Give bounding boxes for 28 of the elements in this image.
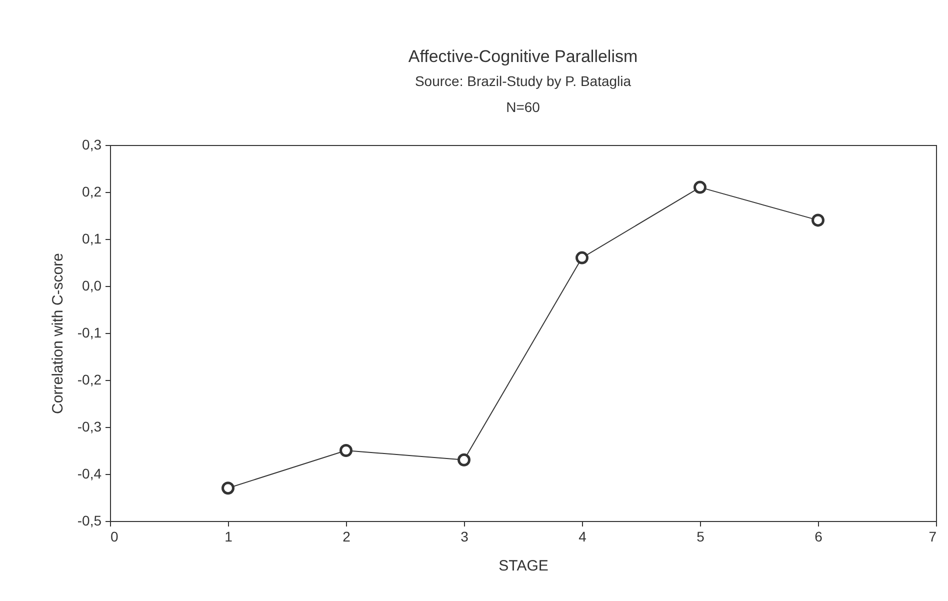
- point: [812, 214, 824, 227]
- point: [458, 453, 470, 466]
- point: [340, 444, 352, 457]
- y-tick-label: -0,4: [77, 466, 102, 482]
- x-tick-label: 7: [928, 528, 937, 544]
- y-tick-label: 0,1: [82, 230, 102, 246]
- y-tick-label: 0,3: [82, 136, 102, 152]
- point: [694, 180, 706, 194]
- y-tick-label: 0,0: [82, 278, 102, 294]
- chart-title: Affective-Cognitive Parallelism: [408, 47, 638, 66]
- x-tick-label: 5: [696, 528, 705, 544]
- x-tick-label: 4: [578, 528, 587, 544]
- y-tick-label: -0,2: [77, 372, 102, 388]
- x-axis-title: STAGE: [498, 558, 548, 574]
- point: [576, 251, 588, 264]
- x-tick-label: 2: [342, 528, 351, 544]
- y-axis-title: Correlation with C-score: [49, 253, 66, 414]
- x-tick-label: 3: [460, 528, 469, 544]
- x-tick-label: 1: [224, 528, 233, 544]
- y-tick-label: -0,5: [77, 512, 102, 528]
- point: [222, 482, 234, 495]
- y-tick-label: -0,3: [77, 418, 102, 434]
- x-tick-label: 0: [110, 528, 118, 544]
- y-tick-label: -0,1: [77, 324, 102, 340]
- text: N=60: [506, 99, 540, 115]
- chart-subtitle: Source: Brazil-Study by P. Bataglia: [414, 73, 632, 89]
- y-tick-label: 0,2: [82, 184, 102, 200]
- x-tick-label: 6: [814, 528, 823, 544]
